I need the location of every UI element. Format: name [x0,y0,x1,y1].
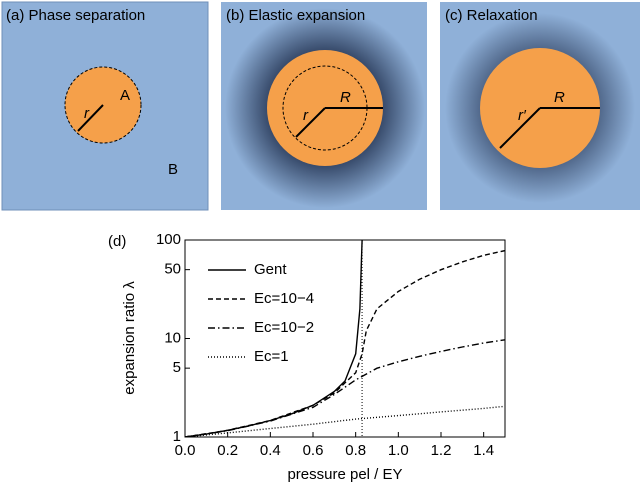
panel-title: (a) Phase separation [6,7,145,24]
label: R [340,89,351,106]
legend-label: Ec=1 [254,348,289,365]
series-line [185,340,505,437]
y-tick-label: 1 [173,428,181,445]
x-tick-label: 0.4 [260,442,281,459]
y-tick-label: 50 [164,261,181,278]
x-axis-label: pressure pel / EY [287,466,402,483]
legend-label: Ec=10−2 [254,319,314,336]
label: B [168,161,178,178]
panel-c: (c) Relaxation r′ R [440,2,640,210]
x-tick-label: 1.0 [388,442,409,459]
y-tick-label: 100 [156,231,181,248]
panel-title: (b) Elastic expansion [226,7,365,24]
panel-b: (b) Elastic expansion r R [221,2,427,210]
legend-label: Ec=10−4 [254,290,314,307]
legend-label: Gent [254,261,287,278]
panel-a: (a) Phase separation A B r [2,2,208,210]
series-line [185,251,505,437]
label: A [120,87,130,104]
x-tick-label: 0.6 [303,442,324,459]
label: r′ [518,107,527,124]
x-tick-label: 0.2 [217,442,238,459]
panel-title: (c) Relaxation [445,7,538,24]
x-tick-label: 1.4 [473,442,494,459]
panel-label: (d) [108,233,126,250]
y-tick-label: 5 [173,359,181,376]
label: R [554,89,565,106]
series-line [185,406,505,437]
figure: (a) Phase separation A B r (b) Elastic e… [0,0,641,491]
x-tick-label: 0.8 [345,442,366,459]
x-tick-label: 1.2 [431,442,452,459]
y-tick-label: 10 [164,329,181,346]
y-axis-label: expansion ratio λ [121,281,138,395]
